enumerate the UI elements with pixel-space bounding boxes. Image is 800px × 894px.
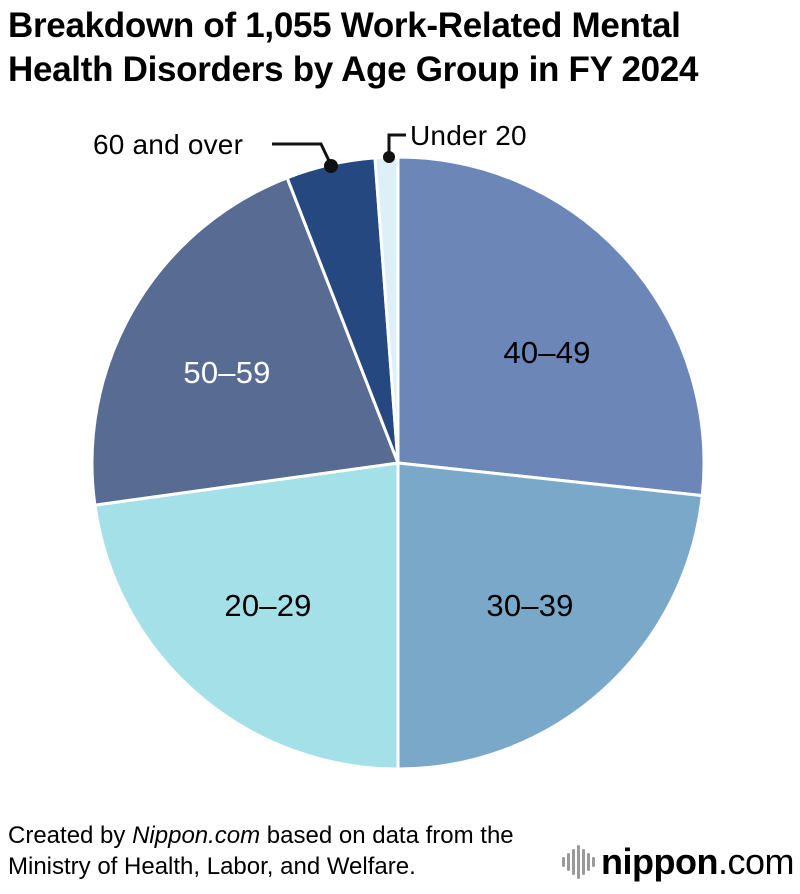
chart-title-line-1: Breakdown of 1,055 Work-Related Mental [8, 6, 681, 45]
callout-label-under-20: Under 20 [410, 120, 527, 151]
nippon-com-wordmark: nippon.com [601, 844, 794, 880]
logo-tld: com [727, 841, 794, 882]
slice-label-40-49: 40–49 [503, 335, 591, 370]
pie-slice-20–29 [93, 461, 400, 771]
slice-label-50-59: 50–59 [183, 355, 271, 390]
callout-line-under-20 [387, 133, 406, 155]
pie-slice-50–59 [90, 176, 400, 507]
source-suffix: based on data from the [260, 822, 514, 849]
logo-name: nippon [601, 841, 718, 882]
nippon-com-logo: nippon.com [561, 843, 794, 881]
callout-dot-60-and-over [324, 159, 338, 173]
source-note-line-1: Created by Nippon.com based on data from… [8, 820, 568, 851]
slice-label-30-39: 30–39 [486, 588, 574, 623]
source-prefix: Created by [8, 822, 133, 849]
callout-line-60-and-over [272, 142, 333, 166]
chart-title: Breakdown of 1,055 Work-Related Mental H… [8, 4, 800, 92]
source-note-line-2: Ministry of Health, Labor, and Welfare. [8, 853, 416, 880]
callout-dot-under-20 [383, 151, 395, 163]
logo-dot: . [717, 841, 728, 882]
soundwave-bars-icon [562, 845, 596, 879]
chart-title-line-2: Health Disorders by Age Group in FY 2024 [8, 50, 699, 89]
pie-slice-30–39 [396, 461, 704, 771]
pie-slice-40–49 [396, 155, 706, 498]
callout-connectors [272, 133, 406, 173]
source-name: Nippon.com [132, 822, 261, 849]
slice-label-20-29: 20–29 [224, 588, 312, 623]
source-note: Created by Nippon.com based on data from… [8, 820, 568, 882]
pie-wedges [90, 155, 706, 771]
callout-label-60-and-over: 60 and over [93, 129, 244, 160]
